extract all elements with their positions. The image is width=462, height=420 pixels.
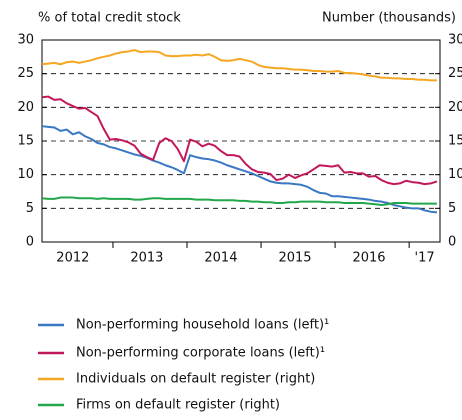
- legend-label: Non-performing household loans (left)¹: [76, 318, 329, 333]
- series-line: [41, 49, 437, 82]
- y-tick-label: 5: [26, 201, 34, 216]
- x-tick-label: 2015: [278, 251, 311, 266]
- y-tick-label: 10: [17, 167, 34, 182]
- series-line: [41, 196, 437, 206]
- x-tick-label: 2014: [204, 251, 237, 266]
- series-line: [41, 95, 438, 186]
- y2-tick-label: 0: [448, 235, 456, 250]
- y-tick-label: 30: [17, 33, 34, 48]
- series-line: [41, 125, 438, 214]
- plot-frame: [41, 39, 441, 243]
- legend-label: Firms on default register (right): [76, 398, 280, 413]
- y-tick-label: 15: [17, 134, 34, 149]
- y2-tick-label: 30: [448, 33, 462, 48]
- y2-axis-label: Number (thousands): [322, 11, 456, 26]
- y-tick-label: 25: [17, 66, 34, 81]
- y-axis-label: % of total credit stock: [38, 11, 181, 26]
- y-tick-label: 0: [26, 235, 34, 250]
- y2-tick-label: 25: [448, 66, 462, 81]
- x-tick-label: '17: [415, 251, 435, 266]
- x-tick-label: 2016: [352, 251, 385, 266]
- y2-tick-label: 10: [448, 167, 462, 182]
- y2-tick-label: 20: [448, 100, 462, 115]
- y-tick-label: 20: [17, 100, 34, 115]
- legend-label: Non-performing corporate loans (left)¹: [76, 346, 325, 361]
- x-tick-label: 2013: [130, 251, 163, 266]
- y2-tick-label: 15: [448, 134, 462, 149]
- y2-tick-label: 5: [448, 201, 456, 216]
- legend-label: Individuals on default register (right): [76, 372, 315, 387]
- x-tick-label: 2012: [56, 251, 89, 266]
